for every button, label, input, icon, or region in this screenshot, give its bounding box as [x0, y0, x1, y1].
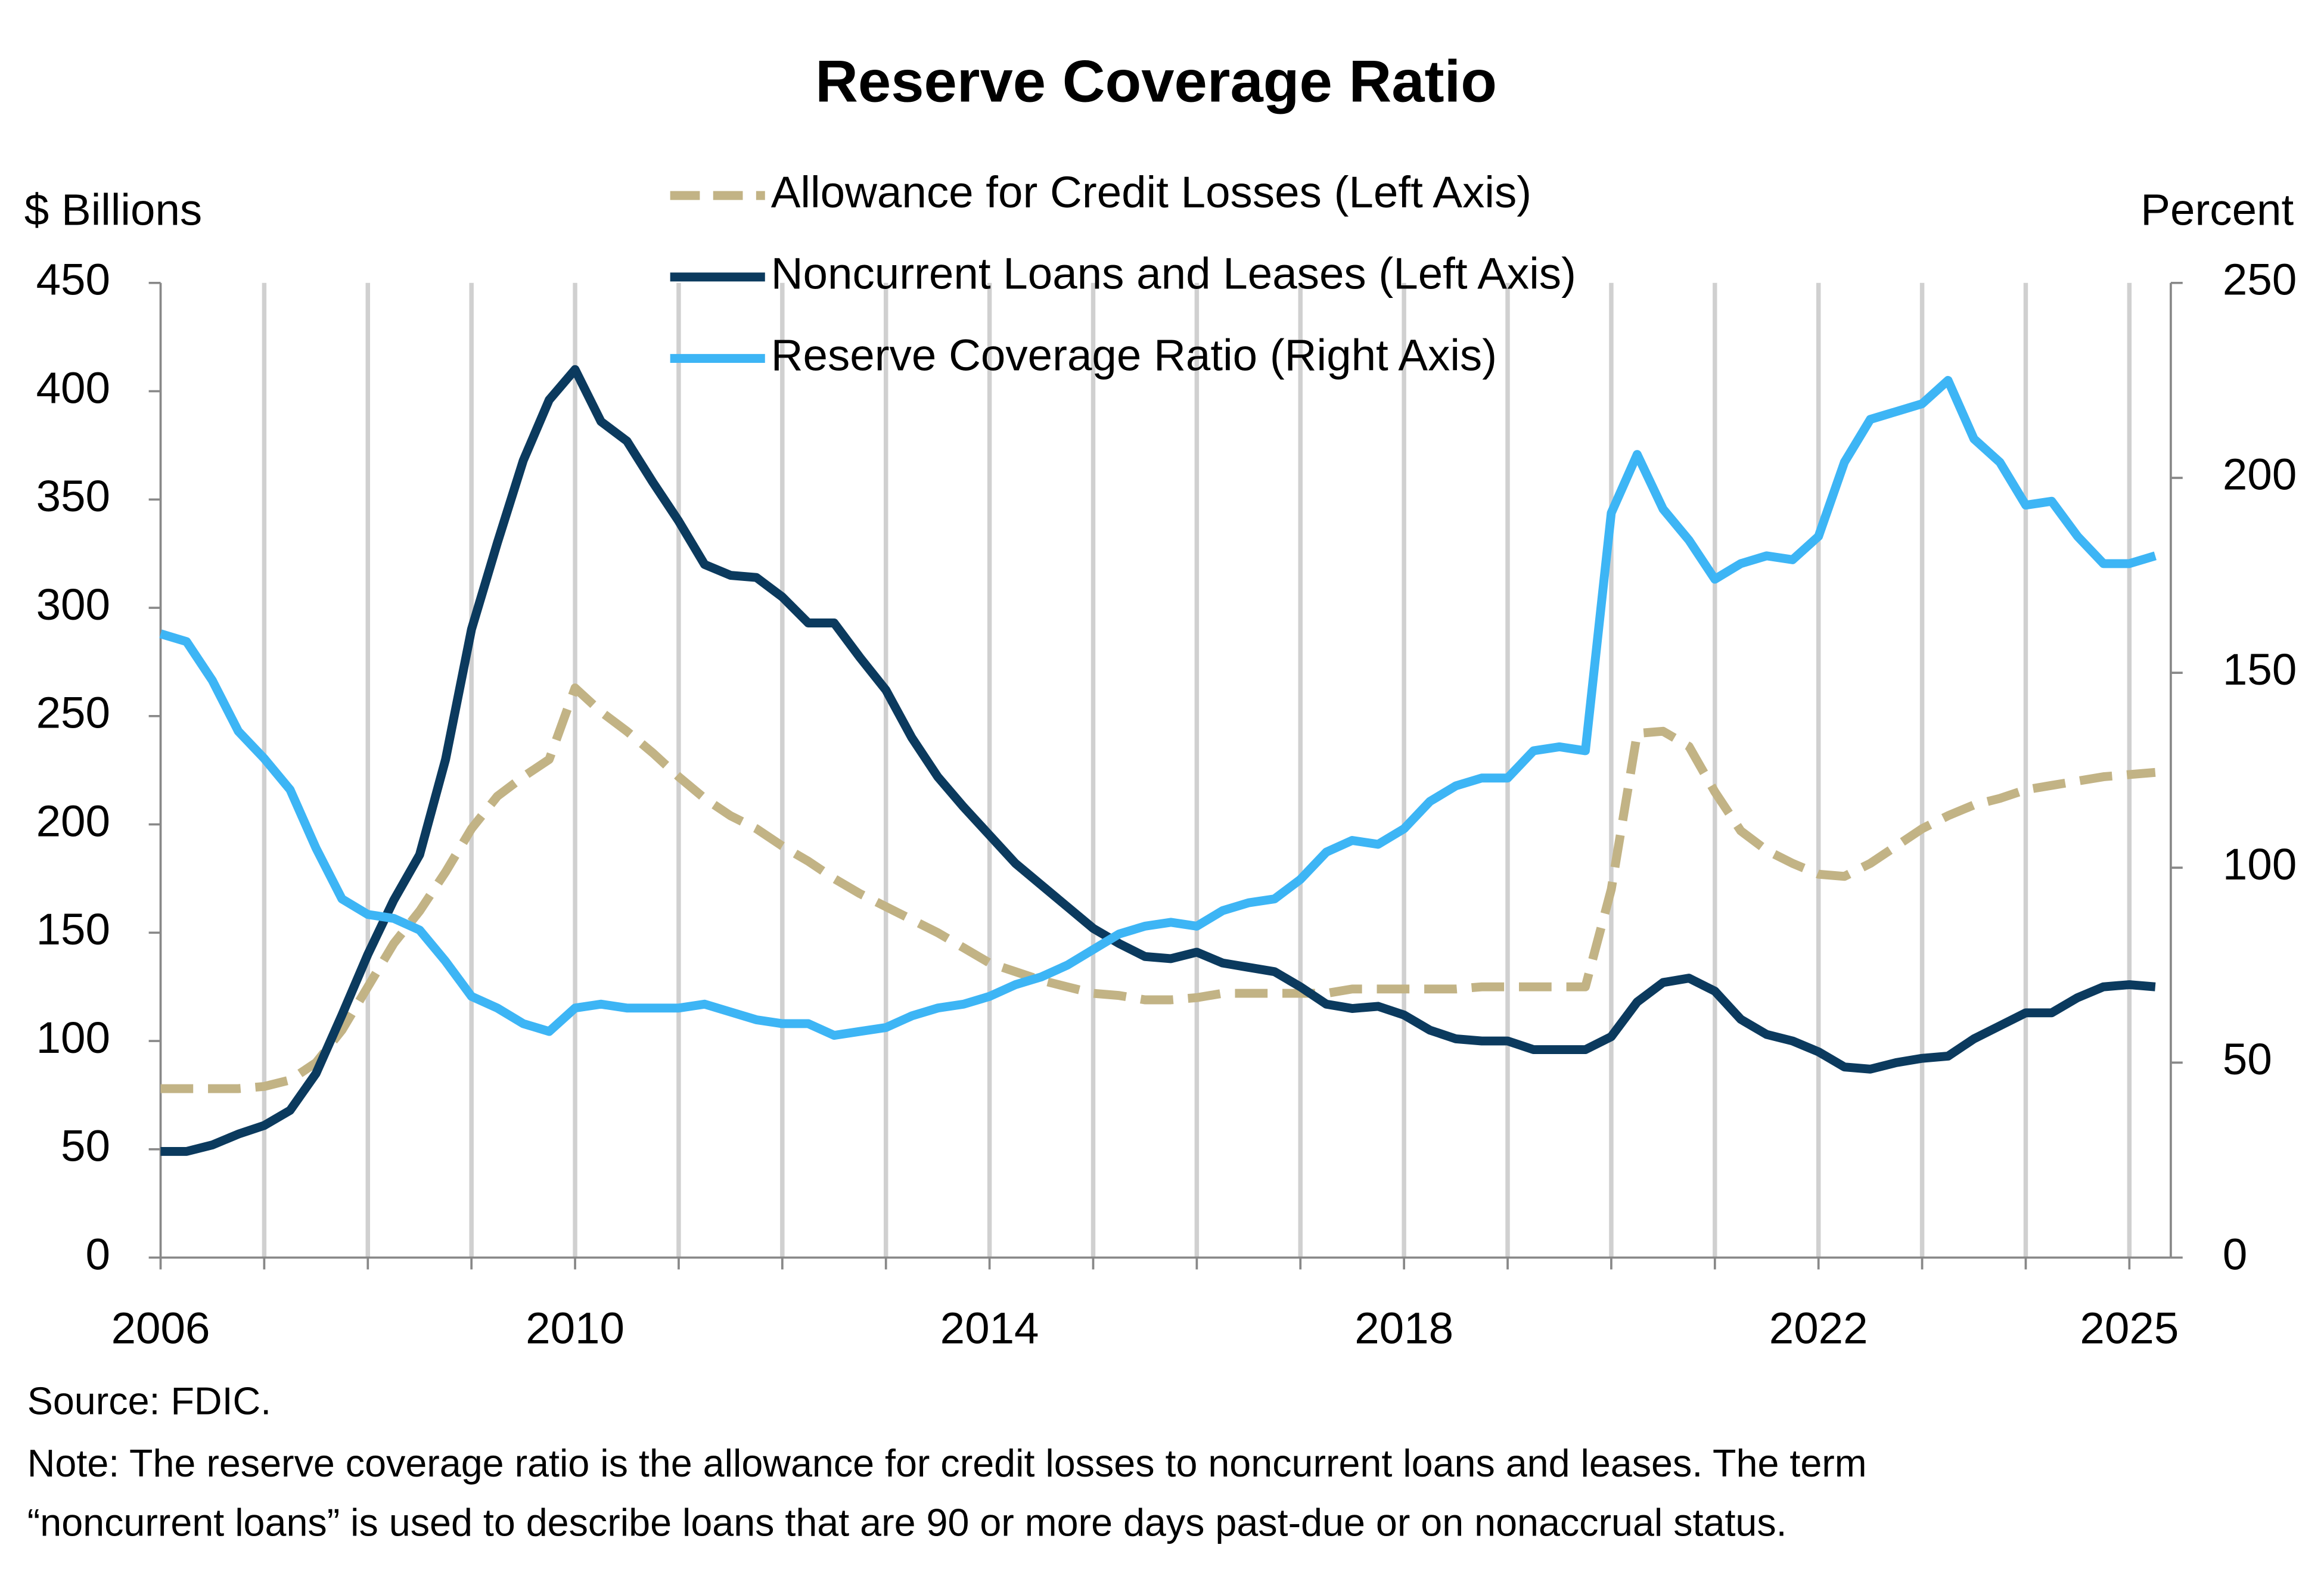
x-tick-label: 2018 — [1354, 1303, 1453, 1353]
y2-tick-label: 200 — [2223, 449, 2297, 499]
chart-title: Reserve Coverage Ratio — [815, 48, 1497, 114]
x-tick-label: 2006 — [111, 1303, 210, 1353]
y2-axis-title: Percent — [2140, 185, 2294, 235]
x-tick-label: 2014 — [940, 1303, 1039, 1353]
y-axis-title: $ Billions — [24, 185, 202, 235]
y-tick-label: 250 — [36, 688, 110, 738]
x-tick-label: 2022 — [1769, 1303, 1868, 1353]
y-tick-label: 200 — [36, 795, 110, 846]
y2-tick-label: 0 — [2223, 1229, 2247, 1279]
note-line: “noncurrent loans” is used to describe l… — [27, 1501, 1787, 1544]
y2-tick-label: 150 — [2223, 644, 2297, 694]
y-tick-label: 450 — [36, 254, 110, 304]
y-tick-label: 350 — [36, 471, 110, 521]
y-tick-label: 300 — [36, 579, 110, 629]
legend-label: Allowance for Credit Losses (Left Axis) — [771, 167, 1531, 217]
y-tick-label: 400 — [36, 362, 110, 412]
y-tick-label: 150 — [36, 904, 110, 954]
y-tick-label: 0 — [86, 1229, 110, 1279]
series-line — [159, 375, 2157, 1040]
y-tick-label: 50 — [61, 1121, 110, 1171]
source: Source: FDIC. — [27, 1379, 271, 1423]
legend-label: Reserve Coverage Ratio (Right Axis) — [771, 330, 1497, 380]
y-tick-label: 100 — [36, 1012, 110, 1062]
legend-label: Noncurrent Loans and Leases (Left Axis) — [771, 248, 1576, 299]
note-line: Note: The reserve coverage ratio is the … — [27, 1441, 1867, 1485]
series-line — [160, 683, 2156, 1093]
series-line — [160, 365, 2156, 1156]
x-tick-label: 2010 — [526, 1303, 625, 1353]
y2-tick-label: 250 — [2223, 254, 2297, 304]
x-tick-label: 2025 — [2080, 1303, 2179, 1353]
y2-tick-label: 100 — [2223, 839, 2297, 889]
y2-tick-label: 50 — [2223, 1034, 2272, 1084]
